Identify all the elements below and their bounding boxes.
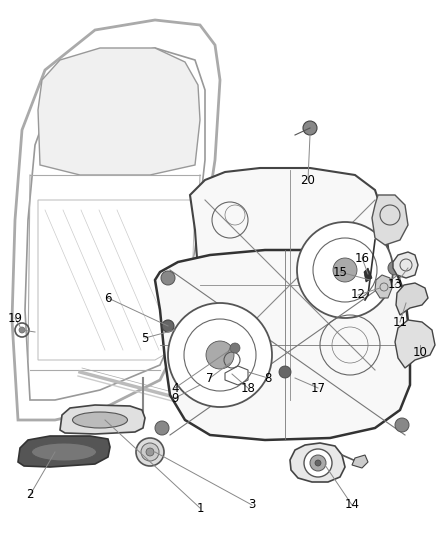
Circle shape <box>303 121 317 135</box>
Text: 11: 11 <box>392 316 407 328</box>
Polygon shape <box>60 405 145 434</box>
Text: 7: 7 <box>206 372 214 384</box>
Text: 17: 17 <box>311 382 325 394</box>
Polygon shape <box>38 48 200 175</box>
Circle shape <box>304 449 332 477</box>
Text: 10: 10 <box>413 345 427 359</box>
Circle shape <box>310 455 326 471</box>
Ellipse shape <box>32 443 96 461</box>
Polygon shape <box>190 168 390 400</box>
Text: 12: 12 <box>350 288 365 302</box>
Polygon shape <box>352 455 368 468</box>
Polygon shape <box>395 320 435 368</box>
Polygon shape <box>375 275 392 298</box>
Circle shape <box>279 366 291 378</box>
Text: 16: 16 <box>354 252 370 264</box>
Circle shape <box>168 303 272 407</box>
Circle shape <box>155 421 169 435</box>
Text: 9: 9 <box>171 392 179 405</box>
Polygon shape <box>155 250 410 440</box>
Polygon shape <box>393 252 418 278</box>
Text: 20: 20 <box>300 174 315 187</box>
Circle shape <box>136 438 164 466</box>
Circle shape <box>315 460 321 466</box>
Circle shape <box>230 343 240 353</box>
Ellipse shape <box>73 412 127 428</box>
Polygon shape <box>364 268 372 282</box>
Text: 14: 14 <box>345 498 360 512</box>
Text: 2: 2 <box>26 489 34 502</box>
Circle shape <box>141 443 159 461</box>
Text: 15: 15 <box>332 265 347 279</box>
Text: 4: 4 <box>171 382 179 394</box>
Circle shape <box>146 448 154 456</box>
Text: 6: 6 <box>104 292 112 304</box>
Text: 5: 5 <box>141 332 148 344</box>
Circle shape <box>395 418 409 432</box>
Text: 1: 1 <box>196 502 204 514</box>
Circle shape <box>333 258 357 282</box>
Text: 18: 18 <box>240 382 255 394</box>
Circle shape <box>19 327 25 333</box>
Circle shape <box>206 341 234 369</box>
Polygon shape <box>290 443 345 482</box>
Circle shape <box>297 222 393 318</box>
Text: 19: 19 <box>7 311 22 325</box>
Circle shape <box>161 271 175 285</box>
Polygon shape <box>396 283 428 315</box>
Circle shape <box>162 320 174 332</box>
Polygon shape <box>18 436 110 467</box>
Text: 3: 3 <box>248 498 256 512</box>
Text: 13: 13 <box>388 279 403 292</box>
Circle shape <box>388 261 402 275</box>
Polygon shape <box>372 195 408 245</box>
Text: 8: 8 <box>264 372 272 384</box>
